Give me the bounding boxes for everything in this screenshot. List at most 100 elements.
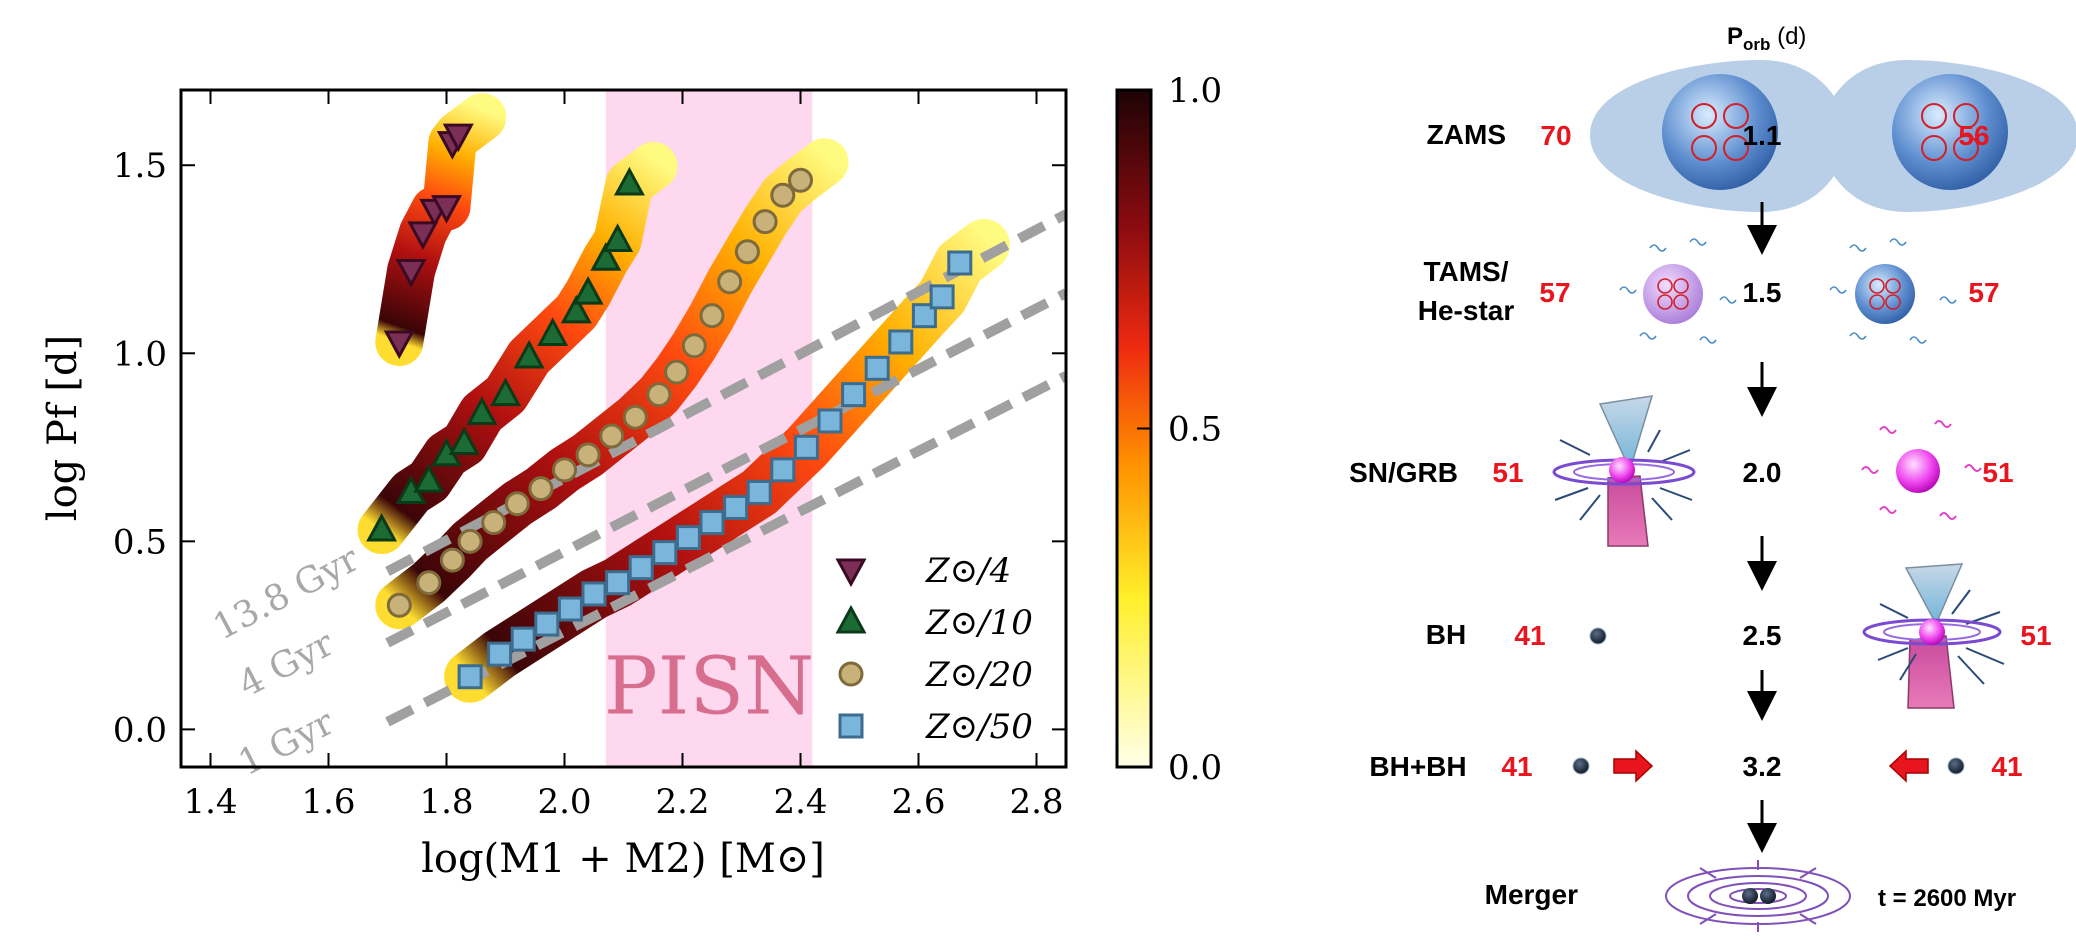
data-point [457, 664, 483, 690]
x-tick-label: 1.6 [301, 782, 355, 822]
data-point [628, 555, 654, 581]
stage-name: ZAMS [1427, 119, 1506, 150]
data-point [929, 284, 955, 310]
mass-2: 57 [1968, 277, 1999, 308]
mass-1: 41 [1514, 620, 1545, 651]
data-point [770, 182, 796, 208]
data-point [752, 209, 778, 235]
convection-icon [1691, 103, 1979, 161]
x-tick-label: 2.0 [537, 782, 591, 822]
data-point [947, 250, 973, 276]
supernova-jet-icon [1862, 563, 2005, 709]
x-tick-label: 2.4 [773, 782, 827, 822]
data-point [581, 581, 607, 607]
y-tick-label: 1.5 [113, 146, 167, 186]
y-axis-label: log Pf [d] [40, 335, 86, 521]
data-point [599, 423, 625, 449]
x-axis-label: log(M1 + M2) [M⊙] [421, 836, 825, 882]
data-point [481, 510, 507, 536]
data-point [841, 382, 867, 408]
data-point [699, 303, 725, 329]
data-point [439, 547, 465, 573]
stage-bh: BH 41 2.5 51 [1426, 563, 2052, 709]
data-point [430, 195, 463, 224]
x-tick-label: 2.6 [891, 782, 945, 822]
black-hole-icon [1572, 757, 1590, 775]
mass-1: 57 [1539, 277, 1570, 308]
colorbar: 0.0 0.5 1.0 [1115, 71, 1222, 788]
data-point [395, 259, 427, 288]
data-point [723, 494, 749, 520]
data-point [510, 626, 536, 652]
data-point [770, 457, 796, 483]
data-point [448, 426, 480, 456]
black-hole-icon [1947, 757, 1965, 775]
data-point [864, 355, 890, 381]
x-tick-label: 1.8 [419, 782, 473, 822]
data-markers [366, 123, 973, 690]
data-point [817, 408, 843, 434]
period: 1.1 [1743, 120, 1782, 151]
supernova-jet-icon [1552, 395, 1696, 547]
colorbar-ticks: 0.0 0.5 1.0 [1137, 71, 1222, 788]
data-point [911, 303, 937, 329]
legend: Z⊙/4 Z⊙/10 Z⊙/20 Z⊙/50 [835, 551, 1033, 747]
x-tick-label: 2.8 [1009, 782, 1063, 822]
data-point [575, 442, 601, 468]
data-point [572, 275, 604, 305]
wind-icon [1861, 420, 1982, 520]
stage-name: BH+BH [1369, 751, 1466, 782]
stage-bh-bh: BH+BH 41 3.2 41 [1369, 749, 2023, 783]
mass-2: 51 [2020, 620, 2051, 651]
pisn-label: PISN [604, 639, 814, 732]
data-point [383, 330, 415, 360]
data-point [552, 457, 577, 483]
legend-marker [835, 558, 867, 588]
mass-1: 70 [1540, 120, 1571, 151]
star-2-icon [1896, 449, 1940, 493]
data-point [537, 317, 569, 346]
data-point [560, 294, 592, 324]
arrow-right-icon [1613, 749, 1654, 783]
stage-name: SN/GRB [1349, 457, 1458, 488]
stage-name: BH [1426, 619, 1466, 650]
data-point [442, 123, 474, 153]
data-point [734, 239, 760, 265]
legend-label: Z⊙/10 [925, 603, 1033, 643]
stage-name-2: He-star [1418, 295, 1515, 326]
star-2-icon [1855, 264, 1915, 324]
star-1-icon [1643, 264, 1703, 324]
wind-icon [1619, 238, 1957, 344]
data-point [746, 479, 772, 505]
black-hole-icon [1760, 888, 1776, 904]
colorbar-tick-label: 0.5 [1168, 410, 1222, 450]
data-point [513, 339, 545, 369]
legend-label: Z⊙/20 [925, 655, 1033, 695]
black-hole-icon [1589, 627, 1607, 645]
data-point [528, 476, 554, 502]
x-axis-ticks: 1.4 1.6 1.8 2.0 2.2 2.4 2.6 2.8 [183, 90, 1064, 822]
isochrone-line [385, 288, 1066, 648]
legend-marker [838, 713, 864, 739]
data-point [699, 510, 725, 536]
data-point [487, 641, 513, 667]
x-tick-label: 2.2 [655, 782, 709, 822]
evolution-diagram: Porb (d) ZAMS 70 1.1 56 [1349, 23, 2076, 932]
legend-marker [835, 604, 867, 634]
black-hole-icon [1742, 888, 1758, 904]
period: 1.5 [1743, 277, 1782, 308]
mass-1: 41 [1501, 751, 1532, 782]
data-point [717, 269, 743, 295]
data-point [386, 592, 412, 618]
mass-2: 51 [1982, 457, 2013, 488]
period: 3.2 [1743, 751, 1782, 782]
colorbar-tick-label: 0.0 [1168, 748, 1222, 788]
data-point [590, 242, 622, 271]
arrow-left-icon [1888, 749, 1929, 783]
stage-tams: TAMS/ He-star 57 1.5 57 [1418, 238, 2000, 344]
merger-time: t = 2600 Myr [1878, 885, 2016, 912]
data-point [664, 359, 690, 385]
data-point [793, 434, 819, 460]
